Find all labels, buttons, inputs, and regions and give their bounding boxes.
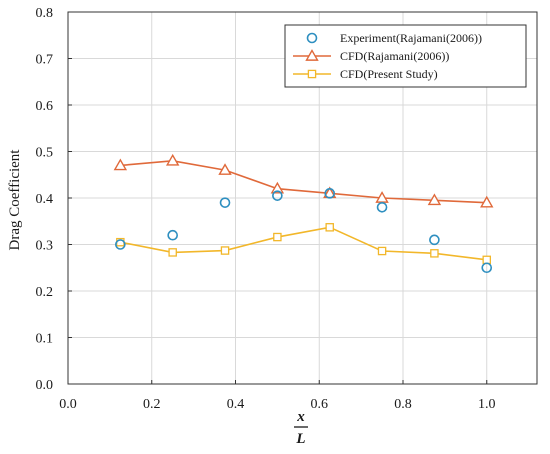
data-point (219, 197, 231, 208)
y-tick-label: 0.7 (36, 53, 54, 68)
data-point (377, 246, 387, 256)
x-tick-label: 0.8 (394, 397, 412, 412)
legend-marker (305, 49, 319, 61)
x-tick-label: 0.2 (143, 397, 161, 412)
y-tick-label: 0.2 (36, 285, 54, 300)
data-point (167, 229, 178, 241)
data-point (427, 193, 442, 206)
data-point (376, 202, 388, 213)
series-line (120, 226, 487, 261)
y-tick-label: 0.1 (36, 332, 54, 347)
y-tick-label: 0.0 (36, 378, 54, 393)
data-point (325, 223, 334, 232)
series-triangle (113, 153, 494, 208)
data-point (272, 190, 283, 201)
data-point (270, 181, 285, 194)
legend-label: Experiment(Rajamani(2006)) (340, 31, 482, 45)
series-square (116, 223, 491, 265)
legend-entry: CFD(Present Study) (293, 67, 438, 81)
x-tick-label: 1.0 (478, 397, 496, 412)
series-line (120, 159, 487, 204)
legend-marker (307, 69, 317, 79)
data-point (324, 188, 336, 199)
x-axis-ticks: 0.0 0.2 0.4 0.6 0.8 1.0 (59, 380, 496, 412)
legend-entry: Experiment(Rajamani(2006)) (306, 31, 482, 45)
data-point (430, 249, 439, 258)
legend-label: CFD(Present Study) (340, 67, 438, 81)
data-point (481, 262, 493, 274)
series-layer (113, 153, 494, 274)
y-axis-label: Drag Coefficient (7, 149, 23, 251)
y-tick-label: 0.4 (36, 192, 54, 207)
data-point (429, 234, 440, 246)
y-axis-ticks: 0.0 0.1 0.2 0.3 0.4 0.5 0.6 0.7 0.8 (36, 6, 72, 393)
x-axis-label-denominator: L (295, 431, 305, 447)
x-tick-label: 0.6 (311, 397, 329, 412)
legend: Experiment(Rajamani(2006)) CFD(Rajamani(2… (284, 24, 527, 88)
x-tick-label: 0.4 (227, 397, 245, 412)
data-point (165, 153, 180, 166)
x-axis-label: x L (294, 409, 308, 447)
x-axis-label-numerator: x (296, 409, 305, 425)
data-point (115, 239, 126, 250)
x-tick-label: 0.0 (59, 397, 77, 412)
legend-label: CFD(Rajamani(2006)) (340, 49, 449, 63)
y-tick-label: 0.5 (36, 146, 54, 161)
data-point (480, 195, 494, 208)
y-tick-label: 0.3 (36, 239, 54, 254)
data-point (220, 246, 230, 255)
legend-marker (306, 32, 318, 44)
y-tick-label: 0.8 (36, 6, 54, 21)
data-point (218, 163, 232, 175)
data-point (113, 158, 128, 171)
data-point (273, 232, 282, 242)
data-point (482, 255, 491, 265)
data-point (168, 248, 177, 257)
legend-entry: CFD(Rajamani(2006)) (293, 49, 449, 63)
y-tick-label: 0.6 (36, 99, 54, 114)
series-circle (115, 188, 493, 274)
